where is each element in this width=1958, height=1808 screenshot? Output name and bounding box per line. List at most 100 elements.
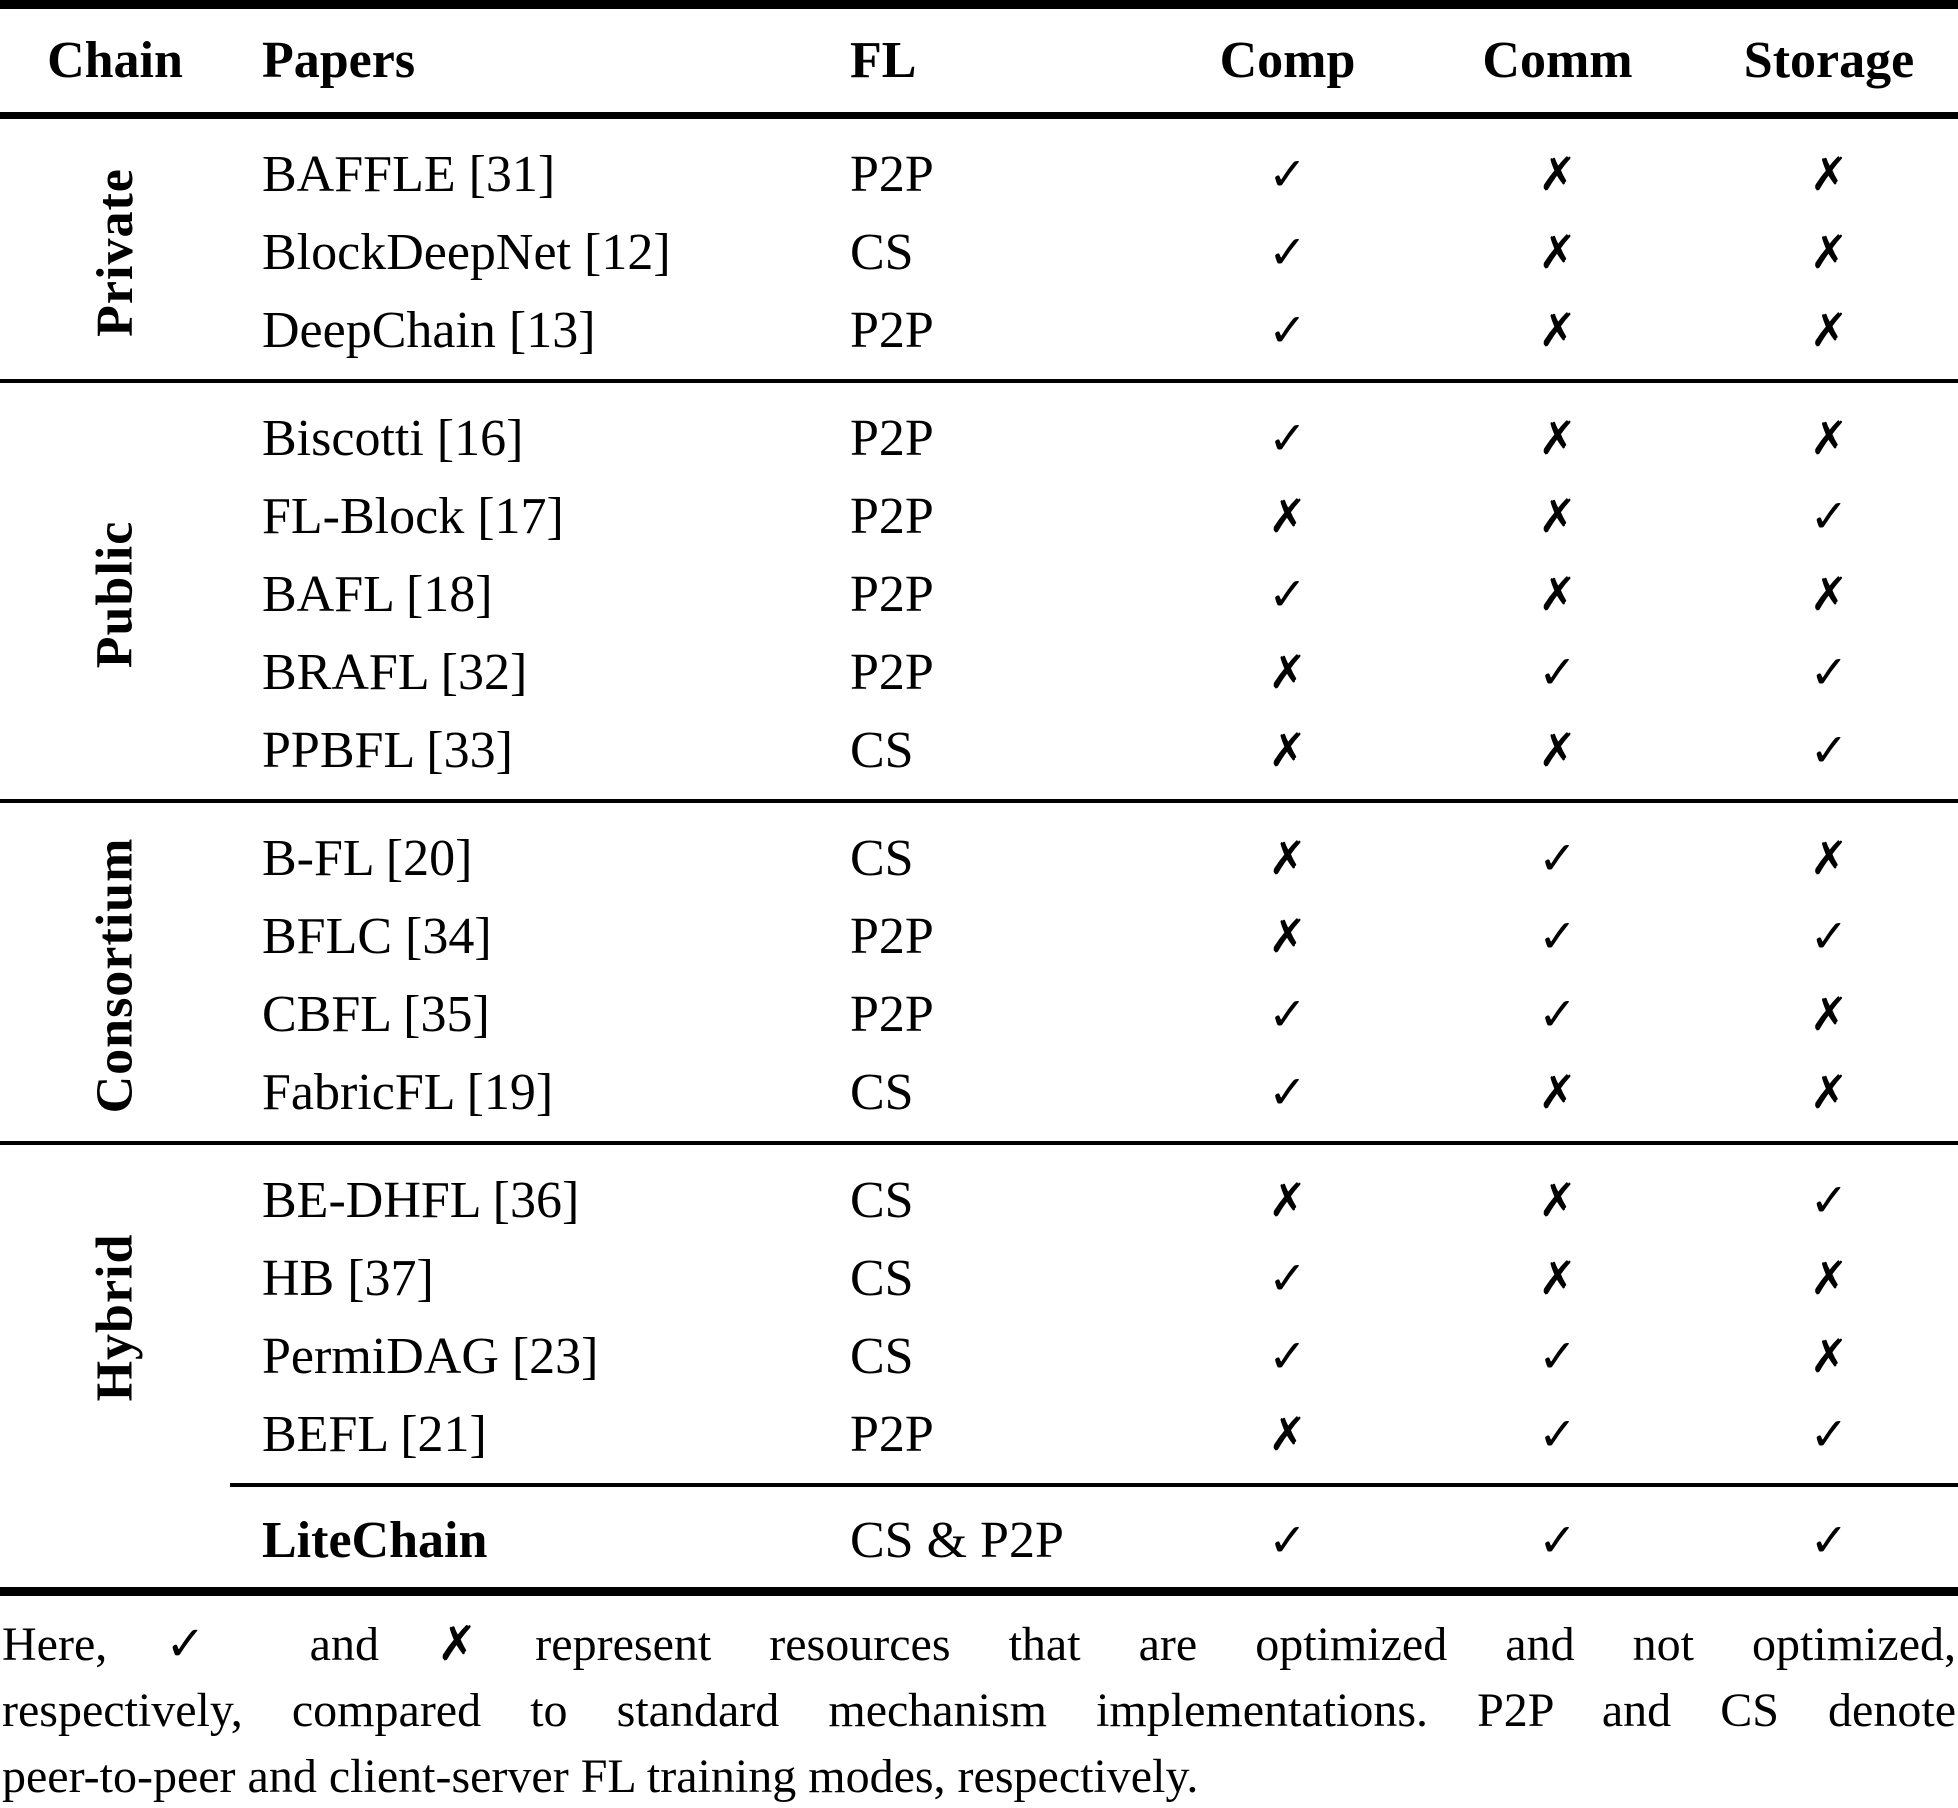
table-row: FL-Block [17] P2P ✗ ✗ ✓ [230, 477, 1958, 555]
storage-mark: ✓ [1809, 909, 1849, 963]
section-rows: B-FL [20] CS ✗ ✓ ✗ BFLC [34] P2P ✗ ✓ ✓ CBFL [35] P2… [230, 819, 1958, 1131]
comm-mark: ✗ [1538, 303, 1577, 357]
table-row: DeepChain [13] P2P ✓ ✗ ✗ [230, 291, 1958, 369]
comp-mark: ✓ [1268, 1251, 1307, 1305]
storage-mark: ✓ [1809, 723, 1849, 777]
paper-name: FabricFL [19] [262, 1063, 554, 1121]
chain-label-cell: Public [0, 399, 230, 789]
table-row: BE-DHFL [36] CS ✗ ✗ ✓ [230, 1161, 1958, 1239]
comm-mark: ✗ [1538, 723, 1577, 777]
fl-mode: P2P [850, 985, 934, 1043]
fl-mode: P2P [850, 487, 934, 545]
paper-name: LiteChain [262, 1511, 488, 1569]
comp-mark: ✓ [1268, 303, 1307, 357]
paper-name: CBFL [35] [262, 985, 490, 1043]
paper-name: BAFFLE [31] [262, 145, 556, 203]
paper-name: BEFL [21] [262, 1405, 487, 1463]
fl-mode: P2P [850, 565, 934, 623]
fl-mode: P2P [850, 1405, 934, 1463]
table-row: BlockDeepNet [12] CS ✓ ✗ ✗ [230, 213, 1958, 291]
comm-mark: ✓ [1538, 1329, 1577, 1383]
comm-mark: ✗ [1538, 411, 1577, 465]
paper-name: Biscotti [16] [262, 409, 524, 467]
comp-mark: ✓ [1268, 987, 1307, 1041]
comp-mark: ✓ [1268, 411, 1307, 465]
comm-mark: ✗ [1538, 489, 1577, 543]
chain-label-cell: Hybrid [0, 1161, 230, 1473]
table-row: BFLC [34] P2P ✗ ✓ ✓ [230, 897, 1958, 975]
section-rows: Biscotti [16] P2P ✓ ✗ ✗ FL-Block [17] P2P ✗ ✗ ✓ BA… [230, 399, 1958, 789]
comm-mark: ✓ [1538, 831, 1577, 885]
header-rule [0, 112, 1958, 119]
comm-mark: ✗ [1538, 1251, 1577, 1305]
top-rule [0, 0, 1958, 9]
table-row: BRAFL [32] P2P ✗ ✓ ✓ [230, 633, 1958, 711]
table-row: LiteChain CS & P2P ✓ ✓ ✓ [230, 1501, 1958, 1579]
footnote-line: respectively, compared to standard mecha… [2, 1684, 1956, 1737]
comp-mark: ✓ [1268, 147, 1307, 201]
table-row: Biscotti [16] P2P ✓ ✗ ✗ [230, 399, 1958, 477]
comm-mark: ✗ [1538, 147, 1577, 201]
column-header-storage: Storage [1743, 32, 1915, 89]
table-section-hybrid: Hybrid BE-DHFL [36] CS ✗ ✗ ✓ HB [37] CS ✓ ✗ ✗ Permi… [0, 1141, 1958, 1483]
chain-label-consortium: Consortium [86, 837, 144, 1113]
fl-mode: CS [850, 1249, 914, 1307]
table-row: FabricFL [19] CS ✓ ✗ ✗ [230, 1053, 1958, 1131]
fl-mode: P2P [850, 301, 934, 359]
column-header-chain: Chain [47, 32, 183, 89]
litechain-section: LiteChain CS & P2P ✓ ✓ ✓ [0, 1483, 1958, 1587]
storage-mark: ✓ [1809, 645, 1849, 699]
comm-mark: ✓ [1538, 1407, 1577, 1461]
storage-mark: ✗ [1809, 225, 1849, 279]
table-section-public: Public Biscotti [16] P2P ✓ ✗ ✗ FL-Block [17] P2… [0, 379, 1958, 799]
comp-mark: ✓ [1268, 1065, 1307, 1119]
comm-mark: ✗ [1538, 567, 1577, 621]
storage-mark: ✗ [1809, 567, 1849, 621]
storage-mark: ✗ [1809, 303, 1849, 357]
footnote-line: peer-to-peer and client-server FL traini… [2, 1750, 1199, 1803]
column-header-fl: FL [850, 32, 917, 89]
chain-label-cell-empty [0, 1483, 230, 1587]
comp-mark: ✗ [1268, 831, 1307, 885]
storage-mark: ✓ [1809, 1173, 1849, 1227]
comp-mark: ✗ [1268, 723, 1307, 777]
table-section-consortium: Consortium B-FL [20] CS ✗ ✓ ✗ BFLC [34] P2P ✗ ✓ ✓ C… [0, 799, 1958, 1141]
storage-mark: ✗ [1809, 1251, 1849, 1305]
paper-name: DeepChain [13] [262, 301, 596, 359]
fl-mode: CS [850, 1171, 914, 1229]
chain-label-cell: Consortium [0, 819, 230, 1131]
fl-mode: CS & P2P [850, 1511, 1064, 1569]
table-row: HB [37] CS ✓ ✗ ✗ [230, 1239, 1958, 1317]
table-row: BAFFLE [31] P2P ✓ ✗ ✗ [230, 135, 1958, 213]
comp-mark: ✗ [1268, 489, 1307, 543]
table-body: Private BAFFLE [31] P2P ✓ ✗ ✗ BlockDeepNet [12… [0, 119, 1958, 1587]
table-row: B-FL [20] CS ✗ ✓ ✗ [230, 819, 1958, 897]
fl-mode: P2P [850, 643, 934, 701]
fl-mode: CS [850, 223, 914, 281]
comp-mark: ✗ [1268, 1407, 1307, 1461]
storage-mark: ✗ [1809, 1329, 1849, 1383]
column-header-papers: Papers [262, 32, 416, 89]
paper-name: BE-DHFL [36] [262, 1171, 580, 1229]
section-rows: BAFFLE [31] P2P ✓ ✗ ✗ BlockDeepNet [12] CS ✓ ✗ ✗ D… [230, 135, 1958, 369]
fl-mode: P2P [850, 409, 934, 467]
section-rows: BE-DHFL [36] CS ✗ ✗ ✓ HB [37] CS ✓ ✗ ✗ PermiDAG [2… [230, 1161, 1958, 1473]
storage-mark: ✗ [1809, 987, 1849, 1041]
bottom-rule [0, 1587, 1958, 1596]
comp-mark: ✓ [1268, 1513, 1307, 1567]
column-header-comm: Comm [1482, 32, 1633, 89]
paper-name: HB [37] [262, 1249, 434, 1307]
storage-mark: ✓ [1809, 1513, 1849, 1567]
table-section-private: Private BAFFLE [31] P2P ✓ ✗ ✗ BlockDeepNet [12… [0, 119, 1958, 379]
comm-mark: ✗ [1538, 1173, 1577, 1227]
fl-mode: CS [850, 829, 914, 887]
chain-label-cell: Private [0, 135, 230, 369]
storage-mark: ✗ [1809, 1065, 1849, 1119]
fl-mode: CS [850, 1063, 914, 1121]
table-row: PPBFL [33] CS ✗ ✗ ✓ [230, 711, 1958, 789]
paper-name: B-FL [20] [262, 829, 473, 887]
storage-mark: ✗ [1809, 411, 1849, 465]
storage-mark: ✗ [1809, 831, 1849, 885]
fl-mode: P2P [850, 145, 934, 203]
